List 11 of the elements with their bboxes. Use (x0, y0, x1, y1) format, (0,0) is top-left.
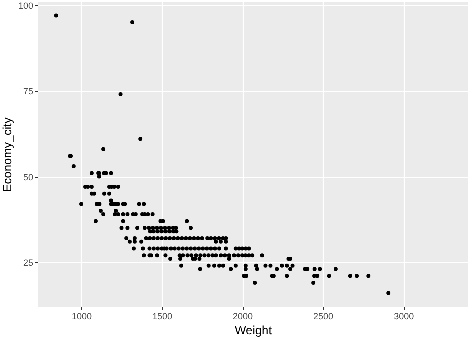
x-tick-label: 2000 (233, 312, 254, 322)
x-axis-title: Weight (234, 324, 273, 338)
y-tick-label: 75 (23, 86, 34, 97)
y-tick-label: 100 (18, 0, 34, 11)
x-tick-label: 3000 (394, 312, 414, 322)
y-tick-label: 25 (23, 258, 34, 268)
x-tick-label: 2500 (314, 312, 334, 322)
x-tick-label: 1500 (152, 312, 173, 322)
y-tick-label: 50 (23, 172, 34, 182)
x-tick-label: 1000 (72, 312, 92, 322)
y-axis-title: Economy_city (0, 118, 14, 192)
